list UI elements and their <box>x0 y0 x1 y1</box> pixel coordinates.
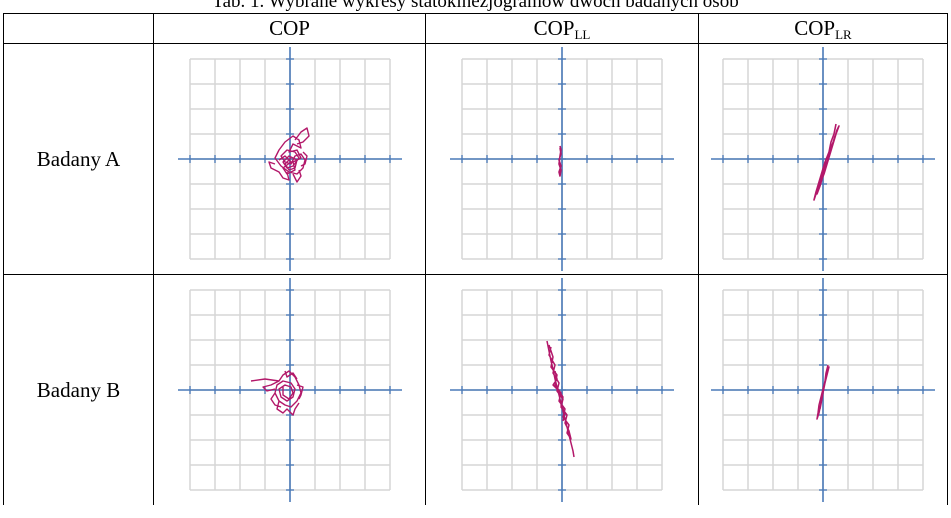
plot-cell <box>698 274 948 505</box>
table-row: Badany B <box>3 274 948 505</box>
header-row: COP COPLL COPLR <box>3 13 948 44</box>
corner-cell <box>3 13 154 44</box>
statokinesiogram-a-cop-ll <box>450 47 674 271</box>
row-label-subject-b: Badany B <box>3 274 154 505</box>
plot-cell <box>698 43 948 275</box>
statokinesiogram-a-cop <box>177 47 402 271</box>
statokinesiogram-table: COP COPLL COPLR Badany A Badany B <box>3 13 948 505</box>
statokinesiogram-a-cop-lr <box>711 47 935 271</box>
sway-trace <box>558 145 562 177</box>
sway-trace <box>813 123 840 201</box>
row-label-subject-a: Badany A <box>3 43 154 275</box>
plot-cell <box>425 43 699 275</box>
statokinesiogram-b-cop-lr <box>711 278 935 502</box>
column-header-cop-ll: COPLL <box>425 13 699 44</box>
statokinesiogram-b-cop <box>177 278 402 502</box>
statokinesiogram-b-cop-ll <box>450 278 674 502</box>
sway-trace <box>546 340 575 458</box>
sway-trace <box>250 370 304 416</box>
table-caption: Tab. 1. Wybrane wykresy statokinezjogram… <box>212 0 739 12</box>
sway-trace <box>267 127 310 183</box>
column-header-cop-lr: COPLR <box>698 13 948 44</box>
plot-cell <box>153 274 426 505</box>
column-header-cop: COP <box>153 13 426 44</box>
sway-trace <box>816 364 830 420</box>
table-row: Badany A <box>3 43 948 275</box>
plot-cell <box>425 274 699 505</box>
plot-cell <box>153 43 426 275</box>
